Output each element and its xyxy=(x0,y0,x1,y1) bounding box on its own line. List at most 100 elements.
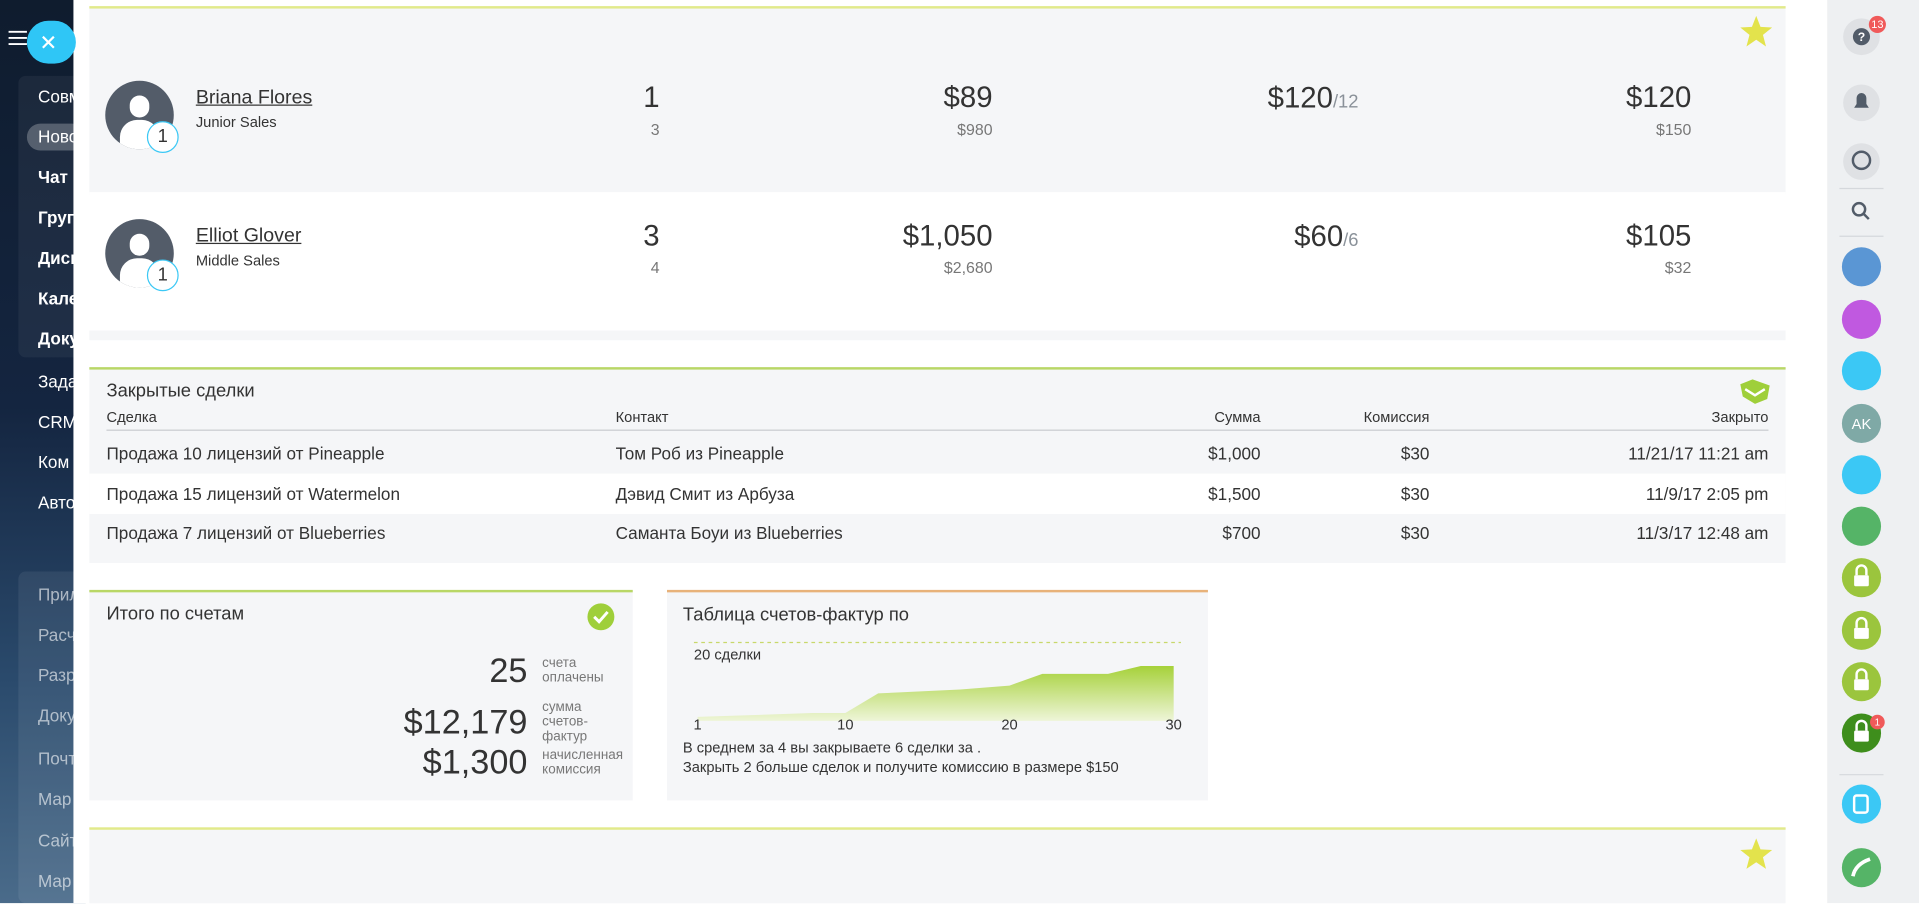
stat-sub: $2,680 xyxy=(943,258,993,277)
column-header: Закрыто xyxy=(1711,408,1769,426)
table-cell: $1,000 xyxy=(1208,443,1261,464)
target-label: 20 сделки xyxy=(694,648,761,664)
menu-item[interactable]: Сайт xyxy=(37,830,78,851)
stat-suffix: /6 xyxy=(1343,230,1359,251)
contact-avatar[interactable] xyxy=(1841,299,1882,340)
table-cell: Саманта Боуи из Blueberries xyxy=(615,523,843,543)
svg-text:?: ? xyxy=(1858,30,1865,44)
area xyxy=(697,666,1174,721)
avatar xyxy=(105,219,174,288)
call-list-icon xyxy=(1852,794,1869,814)
menu-item[interactable]: Почт xyxy=(37,748,77,769)
close-icon[interactable] xyxy=(39,33,57,51)
chart-note: В среднем за 4 вы закрываете 6 сделки за… xyxy=(683,741,981,757)
notifications-button[interactable] xyxy=(1843,84,1880,122)
stat-main: $105 xyxy=(1626,219,1692,253)
contact-avatar[interactable] xyxy=(1841,247,1882,287)
menu-item[interactable]: Чат и xyxy=(37,167,84,187)
stat-sub: $980 xyxy=(957,120,993,139)
separator xyxy=(89,330,1786,341)
card-title: Закрытые сделки xyxy=(106,380,255,402)
x-tick-label: 1 xyxy=(694,717,702,733)
menu-item[interactable]: Авто xyxy=(37,492,76,513)
chart-note: Закрыть 2 больше сделок и получите комис… xyxy=(683,760,1119,776)
stat-sub: 4 xyxy=(650,258,660,277)
menu-item[interactable]: Груп xyxy=(37,207,78,228)
check-icon xyxy=(587,603,615,631)
summary-label: сумма счетов-фактур xyxy=(542,700,588,745)
employee-row xyxy=(89,6,1786,195)
close-button[interactable] xyxy=(26,20,76,64)
menu-item[interactable]: Прил xyxy=(37,584,80,605)
menu-item[interactable]: Мар xyxy=(37,870,72,891)
column-header: Контакт xyxy=(615,408,669,426)
x-tick-label: 10 xyxy=(837,717,853,733)
card-title: Итого по счетам xyxy=(106,603,245,625)
summary-label: счета оплачены xyxy=(542,655,604,686)
star-icon[interactable] xyxy=(1739,837,1773,870)
table-cell: $700 xyxy=(1222,523,1261,543)
deals-card xyxy=(89,367,1786,563)
summary-value: $1,300 xyxy=(422,743,528,782)
menu-item[interactable]: Ком xyxy=(37,452,70,472)
chat-button[interactable] xyxy=(1843,143,1880,180)
menu-item[interactable]: CRM xyxy=(37,411,77,432)
employee-name[interactable]: Briana Flores xyxy=(195,87,313,109)
employee-role: Middle Sales xyxy=(195,251,280,270)
column-header: Сделка xyxy=(106,408,157,426)
stat-main: $1,050 xyxy=(902,219,993,253)
contact-avatar[interactable] xyxy=(1841,506,1882,546)
table-cell: Дэвид Смит из Арбуза xyxy=(615,483,795,504)
menu-item[interactable]: Мар xyxy=(37,788,72,809)
menu-item[interactable]: Доку xyxy=(37,328,79,349)
phone-button[interactable] xyxy=(1841,848,1882,888)
table-cell: $30 xyxy=(1400,523,1430,543)
avatar-head xyxy=(129,95,150,118)
table-cell: $1,500 xyxy=(1208,483,1261,504)
search-button[interactable] xyxy=(1851,201,1870,220)
menu-item[interactable]: Зада xyxy=(37,371,78,392)
card-title: Таблица счетов-фактур по xyxy=(682,604,910,626)
employee-name[interactable]: Elliot Glover xyxy=(195,225,302,247)
stat-sub: 3 xyxy=(650,120,660,139)
table-row-bg xyxy=(89,473,1786,515)
lock-icons xyxy=(1854,575,1869,742)
column-header: Сумма xyxy=(1214,408,1261,426)
stat-main: $120 xyxy=(1267,81,1333,116)
column-header: Комиссия xyxy=(1363,408,1430,426)
table-cell: Продажа 10 лицензий от Pineapple xyxy=(106,443,385,464)
summary-value: $12,179 xyxy=(403,702,528,741)
menu-item[interactable]: Совм xyxy=(37,86,81,106)
phone-icon xyxy=(1851,857,1871,877)
right-bar-icons: ? 13 AK 1 xyxy=(1839,15,1886,888)
invoices-card xyxy=(89,589,633,801)
menu-item[interactable]: Доку xyxy=(37,705,76,726)
badge xyxy=(1868,15,1886,34)
summary-value: 25 xyxy=(489,651,528,690)
contact-avatar[interactable] xyxy=(1841,351,1882,391)
x-tick-label: 30 xyxy=(1166,717,1182,733)
menu-item[interactable]: Разр xyxy=(37,665,76,685)
stat-main: $60 xyxy=(1294,220,1344,254)
summary-label: начисленная комиссия xyxy=(542,747,624,778)
contact-avatar[interactable] xyxy=(1841,403,1882,444)
menu-item[interactable]: Кале xyxy=(37,288,79,308)
rank-badge: 1 xyxy=(146,121,179,153)
handshake-icon xyxy=(1740,379,1770,404)
contact-avatar[interactable] xyxy=(1841,455,1882,495)
table-cell: Продажа 7 лицензий от Blueberries xyxy=(106,523,386,543)
table-cell: $30 xyxy=(1400,443,1430,464)
table-cell: Продажа 15 лицензий от Watermelon xyxy=(106,483,401,504)
stat-sub: $150 xyxy=(1655,120,1692,139)
menu-item[interactable]: Диск xyxy=(37,247,79,268)
avatar-initials: AK xyxy=(1852,417,1872,433)
hamburger[interactable] xyxy=(7,29,29,46)
menu-item[interactable]: Расч xyxy=(37,624,76,645)
star-icon[interactable] xyxy=(1739,15,1773,48)
badge xyxy=(1870,714,1885,730)
call-list[interactable] xyxy=(1841,784,1882,824)
table-cell: 11/3/17 12:48 am xyxy=(1636,523,1769,543)
menu-item[interactable]: Ново xyxy=(37,126,79,147)
stat-main: 3 xyxy=(643,219,660,253)
badge-count: 1 xyxy=(1875,718,1880,729)
